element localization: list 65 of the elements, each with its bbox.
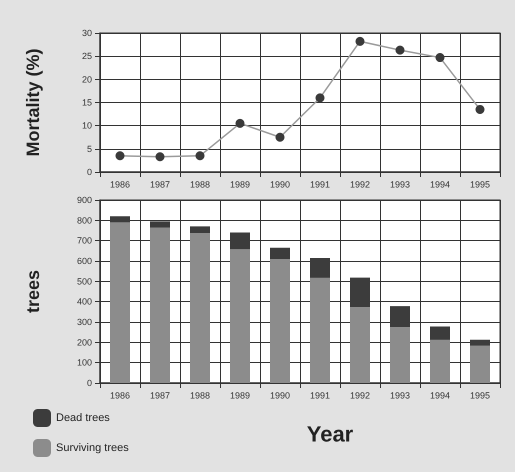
point [316,93,324,102]
y-tick-label: 300 [76,317,92,327]
x-tick-label: 1986 [110,390,130,400]
y-tick-label: 15 [82,98,92,108]
y-tick-label: 100 [76,358,92,368]
bar [350,307,370,383]
x-tick-label: 1987 [150,390,170,400]
x-tick-label: 1990 [270,390,290,400]
legend-label: Dead trees [56,412,110,424]
bar [430,326,450,340]
x-tick-label: 1988 [190,390,210,400]
x-tick-label: 1986 [110,180,130,190]
point [276,132,284,142]
bar [190,226,210,233]
x-tick-label: 1987 [150,180,170,190]
x-tick-label: 1995 [470,180,490,190]
x-tick-label: 1994 [430,180,450,190]
point [196,151,204,160]
x-tick-label: 1991 [310,390,330,400]
y-tick-label: 0 [86,378,92,388]
point [156,152,164,162]
x-tick-label: 1988 [190,180,210,190]
x-tick-label: 1989 [230,180,250,190]
x-tick-label: 1992 [350,390,370,400]
bar [150,227,170,383]
x-tick-label: 1994 [430,390,450,400]
y-tick-label: 500 [76,276,92,286]
x-tick-label: 1992 [350,180,370,190]
x-tick-label: 1993 [390,180,410,190]
point [436,53,444,62]
bar [470,346,490,383]
legend-label: Surviving trees [56,442,130,454]
y-axis-title: trees [23,270,43,314]
point [396,46,404,55]
bar [390,327,410,383]
y-axis-title: Mortality (%) [23,48,43,156]
y-tick-label: 30 [82,28,92,38]
y-tick-label: 5 [86,144,92,154]
bar [430,340,450,383]
x-tick-label: 1993 [390,390,410,400]
y-tick-label: 900 [76,195,92,205]
y-tick-label: 700 [76,236,92,246]
x-tick-label: 1990 [270,180,290,190]
y-tick-label: 0 [86,167,92,177]
bar [310,278,330,383]
y-tick-label: 800 [76,215,92,226]
y-tick-label: 10 [82,120,92,131]
y-tick-label: 20 [82,74,92,84]
bar [230,249,250,383]
point [116,151,124,160]
x-tick-label: 1989 [230,390,250,400]
y-tick-label: 25 [82,51,92,62]
y-tick-label: 400 [76,296,92,307]
x-tick-label: 1991 [310,180,330,190]
bar [270,248,290,259]
point [476,104,484,114]
x-tick-label: 1995 [470,390,490,400]
bar [190,232,210,383]
x-axis-title: Year [306,422,354,446]
y-tick-label: 200 [76,337,92,348]
bar [270,258,290,383]
bar [110,222,130,383]
y-tick-label: 600 [76,256,92,266]
point [236,118,244,128]
point [356,36,364,46]
